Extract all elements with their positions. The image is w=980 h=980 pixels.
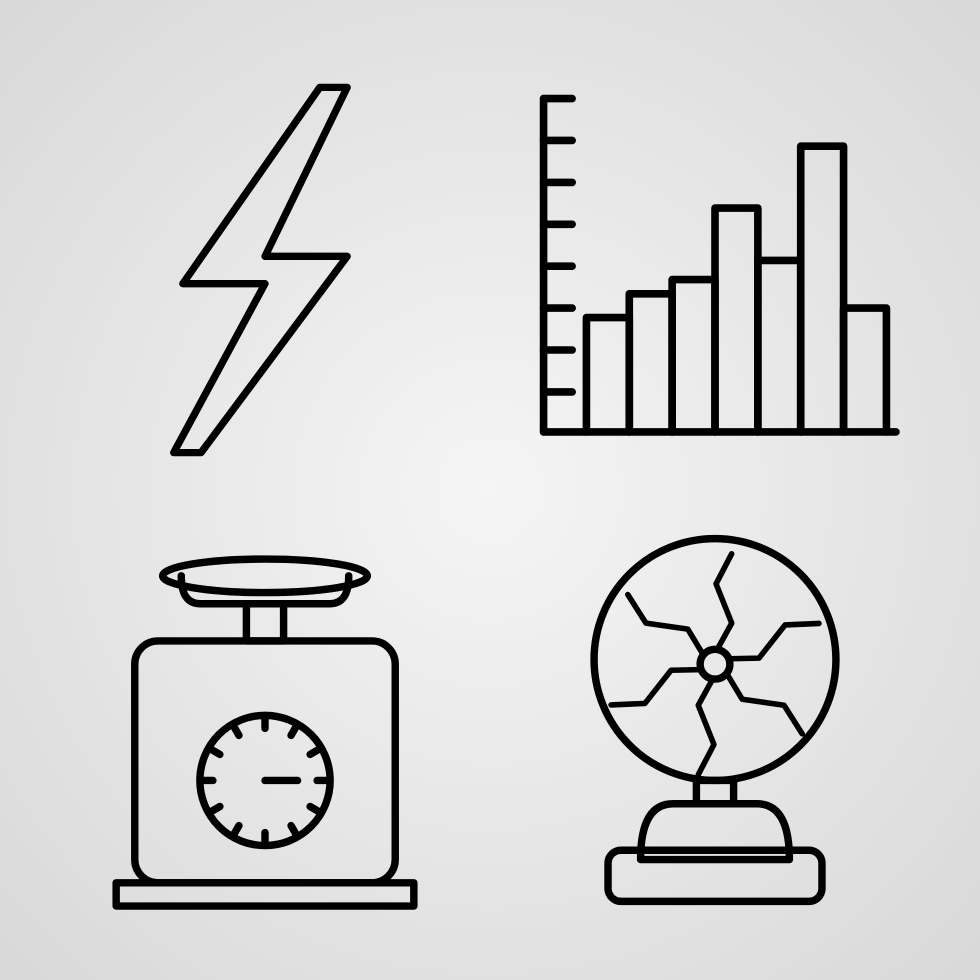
icon-cell-plasma-ball [510, 520, 920, 920]
lightning-icon [115, 60, 415, 480]
scale-icon [85, 520, 445, 920]
icon-cell-lightning [60, 60, 470, 480]
icon-cell-bar-chart [510, 60, 920, 480]
plasma-ball-icon [535, 520, 895, 920]
icon-cell-scale [60, 520, 470, 920]
bar-chart-icon [515, 70, 915, 470]
